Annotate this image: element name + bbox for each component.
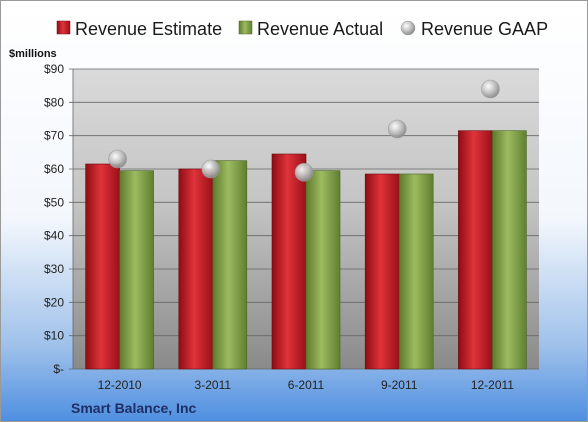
y-tick-label: $50 <box>44 195 64 209</box>
marker-revenue-gaap-9-2011 <box>387 119 407 139</box>
bar-revenue-estimate-3-2011 <box>178 168 214 370</box>
legend-swatch-revenue-gaap <box>400 20 416 36</box>
bar-revenue-actual-3-2011 <box>212 160 248 370</box>
legend-swatch-revenue-estimate <box>56 20 71 35</box>
marker-revenue-gaap-3-2011 <box>201 159 221 179</box>
y-tick-label: $40 <box>44 229 64 243</box>
bar-revenue-estimate-12-2010 <box>85 163 120 370</box>
legend: Revenue Estimate Revenue Actual Revenue … <box>56 19 548 39</box>
x-tick-label: 12-2011 <box>471 378 514 392</box>
bar-revenue-actual-12-2010 <box>119 170 154 370</box>
y-tick-label: $- <box>53 362 64 376</box>
bar-revenue-actual-9-2011 <box>398 173 434 370</box>
y-tick-label: $60 <box>44 162 64 176</box>
gaap-markers <box>108 79 500 182</box>
y-tick-label: $70 <box>44 129 64 143</box>
legend-label-revenue-estimate: Revenue Estimate <box>75 19 222 39</box>
y-tick-label: $20 <box>44 295 64 309</box>
x-tick-label: 9-2011 <box>381 378 418 392</box>
company-name: Smart Balance, Inc <box>71 400 196 416</box>
bar-revenue-estimate-9-2011 <box>364 173 400 370</box>
marker-revenue-gaap-12-2011 <box>481 79 500 99</box>
x-tick-label: 12-2010 <box>98 378 142 392</box>
y-tick-label: $10 <box>44 329 64 343</box>
legend-swatch-revenue-actual <box>238 20 253 35</box>
marker-revenue-gaap-12-2010 <box>108 149 127 169</box>
bar-revenue-estimate-12-2011 <box>458 130 493 370</box>
bar-revenue-actual-6-2011 <box>305 170 341 370</box>
y-tick-label: $90 <box>44 62 64 76</box>
legend-label-revenue-gaap: Revenue GAAP <box>421 19 548 39</box>
legend-label-revenue-actual: Revenue Actual <box>257 19 383 39</box>
x-tick-label: 3-2011 <box>195 378 232 392</box>
x-axis-ticks: 12-2010 3-2011 6-2011 9-2011 12-2011 <box>98 378 515 392</box>
bars <box>85 130 527 370</box>
x-tick-label: 6-2011 <box>288 378 325 392</box>
marker-revenue-gaap-6-2011 <box>294 163 314 182</box>
bar-revenue-estimate-6-2011 <box>271 153 307 370</box>
y-tick-label: $80 <box>44 95 64 109</box>
y-axis-unit-label: $millions <box>9 48 57 60</box>
y-tick-label: $30 <box>44 262 64 276</box>
bar-revenue-actual-12-2011 <box>492 130 527 370</box>
y-axis-ticks: $- $10 $20 $30 $40 $50 $60 $70 $80 $90 <box>44 62 64 376</box>
